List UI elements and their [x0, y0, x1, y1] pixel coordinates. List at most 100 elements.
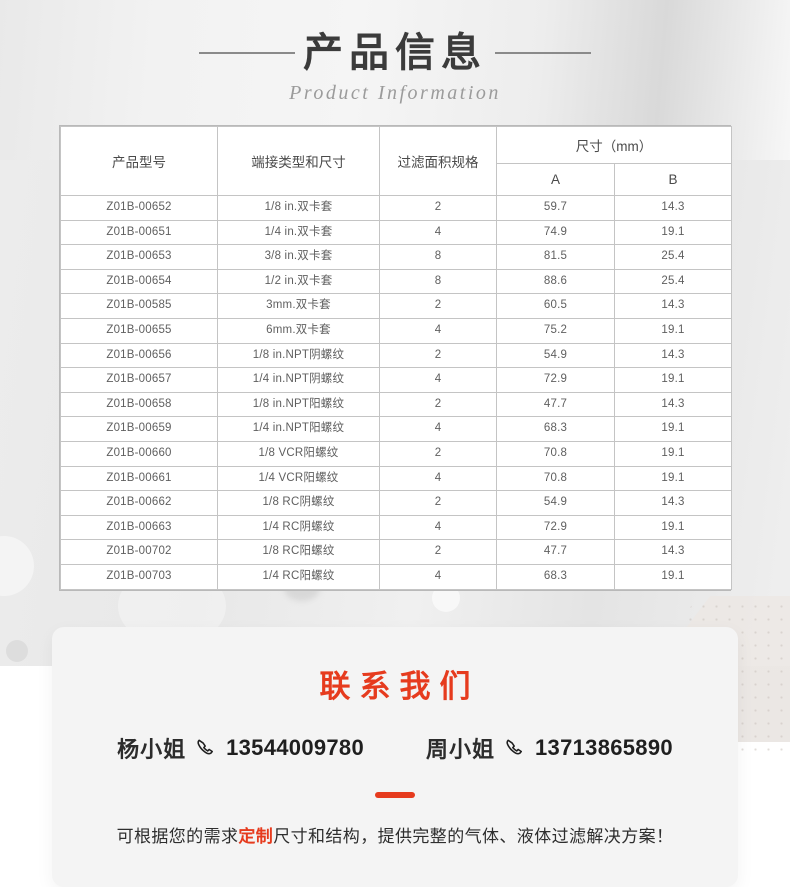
cell-dim-a: 59.7	[496, 195, 615, 221]
contact-phone[interactable]: 13544009780	[226, 734, 364, 760]
cell-filter-area: 2	[379, 391, 497, 418]
cell-model: Z01B-00703	[60, 563, 218, 590]
cell-model: Z01B-00652	[60, 195, 218, 221]
cell-dim-a: 72.9	[496, 367, 615, 393]
col-header-dim-b: B	[614, 163, 732, 196]
contact-note-prefix: 可根据您的需求	[116, 826, 239, 846]
contact-name: 周小姐	[426, 736, 496, 762]
cell-filter-area: 2	[379, 490, 497, 516]
cell-dim-a: 81.5	[496, 244, 615, 270]
contact-item[interactable]: 周小姐 13713865890	[426, 732, 673, 764]
cell-termination: 1/2 in.双卡套	[217, 268, 380, 295]
table-row: Z01B-00662 1/8 RC阴螺纹 2 54.9 14.3	[60, 490, 732, 516]
cell-dim-a: 54.9	[496, 490, 615, 516]
table-row: Z01B-00663 1/4 RC阴螺纹 4 72.9 19.1	[60, 514, 732, 541]
cell-filter-area: 8	[379, 268, 497, 295]
cell-dim-b: 14.3	[614, 195, 732, 221]
cell-filter-area: 4	[379, 317, 497, 344]
cell-dim-b: 14.3	[614, 293, 732, 319]
cell-termination: 1/4 RC阳螺纹	[217, 563, 380, 590]
contact-note: 可根据您的需求定制尺寸和结构，提供完整的气体、液体过滤解决方案！	[52, 822, 738, 847]
cell-dim-a: 68.3	[496, 416, 615, 442]
product-spec-table-wrapper: 产品型号 端接类型和尺寸 过滤面积规格 尺寸（mm） A B Z01B-0065…	[59, 125, 732, 591]
cell-filter-area: 4	[379, 514, 497, 541]
cell-dim-b: 14.3	[614, 490, 732, 516]
col-header-dimension-group: 尺寸（mm）	[496, 126, 732, 164]
contact-list: 杨小姐 13544009780 周小姐 13713865890	[52, 732, 738, 764]
cell-filter-area: 4	[379, 219, 497, 246]
contact-note-highlight: 定制	[238, 826, 274, 846]
cell-dim-b: 19.1	[614, 367, 732, 393]
cell-dim-b: 19.1	[614, 563, 732, 590]
contact-phone[interactable]: 13713865890	[535, 734, 673, 760]
col-header-dim-a: A	[496, 163, 615, 196]
decorative-circle	[6, 640, 28, 662]
cell-dim-b: 14.3	[614, 539, 732, 565]
cell-model: Z01B-00656	[60, 342, 218, 369]
cell-filter-area: 4	[379, 465, 497, 492]
contact-item[interactable]: 杨小姐 13544009780	[117, 732, 364, 764]
title-rule-left-icon	[199, 52, 295, 54]
cell-filter-area: 8	[379, 244, 497, 270]
table-row: Z01B-00657 1/4 in.NPT阴螺纹 4 72.9 19.1	[60, 367, 732, 393]
contact-name: 杨小姐	[117, 736, 187, 762]
cell-dim-b: 25.4	[614, 268, 732, 295]
table-row: Z01B-00655 6mm.双卡套 4 75.2 19.1	[60, 317, 732, 344]
phone-icon	[504, 737, 526, 759]
table-row: Z01B-00660 1/8 VCR阳螺纹 2 70.8 19.1	[60, 440, 732, 467]
cell-filter-area: 2	[379, 539, 497, 565]
table-row: Z01B-00661 1/4 VCR阳螺纹 4 70.8 19.1	[60, 465, 732, 492]
cell-termination: 1/8 RC阳螺纹	[217, 539, 380, 565]
cell-dim-a: 47.7	[496, 539, 615, 565]
cell-dim-a: 88.6	[496, 268, 615, 295]
table-header-row-1: 产品型号 端接类型和尺寸 过滤面积规格 尺寸（mm）	[60, 126, 732, 196]
cell-filter-area: 2	[379, 440, 497, 467]
table-row: Z01B-00703 1/4 RC阳螺纹 4 68.3 19.1	[60, 563, 732, 590]
cell-model: Z01B-00661	[60, 465, 218, 492]
table-header: 产品型号 端接类型和尺寸 过滤面积规格 尺寸（mm） A B	[60, 126, 732, 196]
col-header-termination: 端接类型和尺寸	[217, 126, 380, 196]
cell-model: Z01B-00655	[60, 317, 218, 344]
cell-filter-area: 4	[379, 416, 497, 442]
cell-termination: 1/8 VCR阳螺纹	[217, 440, 380, 467]
col-header-model: 产品型号	[60, 126, 218, 196]
cell-termination: 1/4 in.NPT阴螺纹	[217, 367, 380, 393]
cell-termination: 1/4 in.NPT阳螺纹	[217, 416, 380, 442]
product-spec-table: 产品型号 端接类型和尺寸 过滤面积规格 尺寸（mm） A B Z01B-0065…	[60, 126, 732, 590]
orange-divider	[375, 791, 415, 798]
cell-termination: 6mm.双卡套	[217, 317, 380, 344]
table-row: Z01B-00652 1/8 in.双卡套 2 59.7 14.3	[60, 195, 732, 221]
cell-model: Z01B-00658	[60, 391, 218, 418]
cell-dim-a: 74.9	[496, 219, 615, 246]
table-row: Z01B-00654 1/2 in.双卡套 8 88.6 25.4	[60, 268, 732, 295]
cell-filter-area: 2	[379, 195, 497, 221]
contact-note-suffix: 尺寸和结构，提供完整的气体、液体过滤解决方案！	[273, 826, 674, 846]
cell-dim-a: 70.8	[496, 440, 615, 467]
cell-dim-a: 72.9	[496, 514, 615, 541]
cell-dim-b: 14.3	[614, 342, 732, 369]
cell-model: Z01B-00653	[60, 244, 218, 270]
cell-dim-a: 68.3	[496, 563, 615, 590]
cell-dim-b: 14.3	[614, 391, 732, 418]
cell-filter-area: 4	[379, 563, 497, 590]
table-row: Z01B-00658 1/8 in.NPT阳螺纹 2 47.7 14.3	[60, 391, 732, 418]
cell-dim-b: 19.1	[614, 219, 732, 246]
table-row: Z01B-00585 3mm.双卡套 2 60.5 14.3	[60, 293, 732, 319]
cell-dim-a: 47.7	[496, 391, 615, 418]
cell-termination: 1/4 RC阴螺纹	[217, 514, 380, 541]
cell-dim-a: 54.9	[496, 342, 615, 369]
table-row: Z01B-00702 1/8 RC阳螺纹 2 47.7 14.3	[60, 539, 732, 565]
cell-termination: 3/8 in.双卡套	[217, 244, 380, 270]
cell-dim-b: 19.1	[614, 440, 732, 467]
cell-dim-a: 75.2	[496, 317, 615, 344]
cell-filter-area: 4	[379, 367, 497, 393]
page-header: 产品信息 Product Information	[0, 0, 790, 105]
cell-model: Z01B-00663	[60, 514, 218, 541]
cell-model: Z01B-00660	[60, 440, 218, 467]
cell-model: Z01B-00702	[60, 539, 218, 565]
table-row: Z01B-00659 1/4 in.NPT阳螺纹 4 68.3 19.1	[60, 416, 732, 442]
table-row: Z01B-00651 1/4 in.双卡套 4 74.9 19.1	[60, 219, 732, 246]
cell-model: Z01B-00651	[60, 219, 218, 246]
cell-termination: 1/8 in.NPT阳螺纹	[217, 391, 380, 418]
